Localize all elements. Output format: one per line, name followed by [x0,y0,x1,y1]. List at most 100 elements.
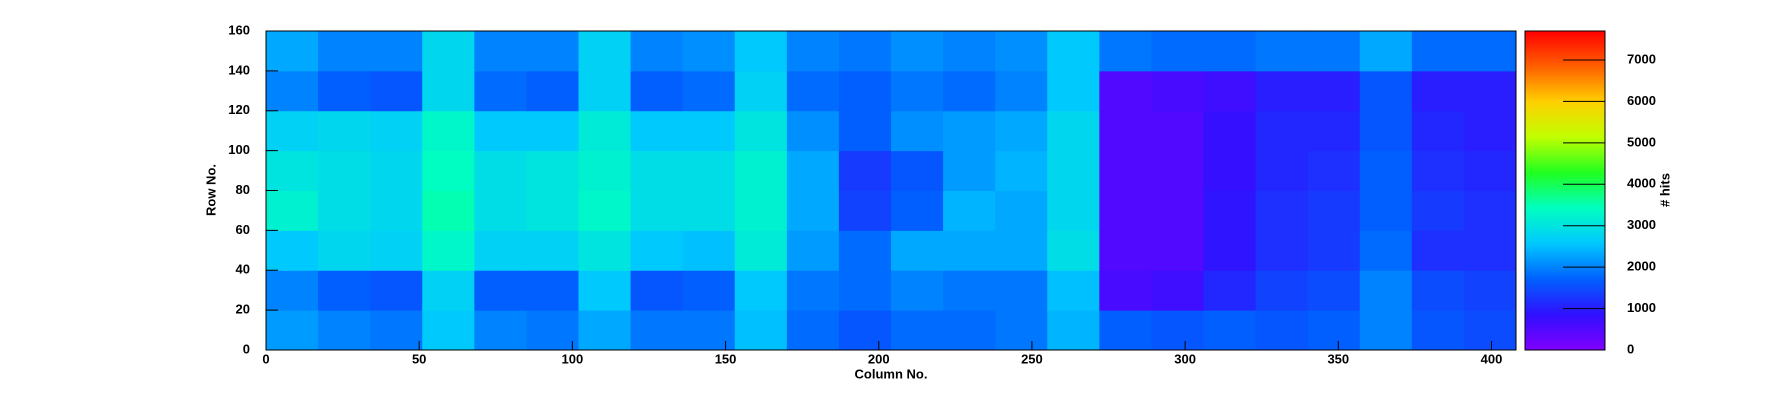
heatmap-cell [422,270,475,311]
heatmap-cell [1099,310,1152,351]
heatmap-cell [995,310,1048,351]
y-tick-label: 40 [236,262,250,277]
heatmap-cell [838,190,892,231]
heatmap-cell [943,310,996,351]
y-tick-label: 120 [228,102,250,117]
y-tick-label: 160 [228,22,250,37]
heatmap-cell [318,150,371,191]
heatmap-cell [370,31,423,72]
heatmap-cell [1255,190,1309,231]
heatmap-cell [1359,190,1413,231]
heatmap-cell [1411,31,1465,72]
heatmap-cell [1047,230,1100,271]
heatmap-cell [1047,70,1100,112]
heatmap-cell [422,190,475,231]
heatmap-cell [474,110,527,152]
heatmap-cell [1099,150,1152,191]
heatmap-cell [943,70,996,112]
heatmap-cell [474,230,527,271]
y-tick-label: 140 [228,62,250,77]
heatmap-cell [1255,150,1309,191]
y-tick-label: 20 [236,302,250,317]
heatmap-cell [1411,230,1465,271]
heatmap-cell [578,190,632,231]
heatmap-cell [1411,310,1465,351]
heatmap-cell [526,270,579,311]
x-tick-label: 350 [1327,351,1349,366]
heatmap-cell [1411,270,1465,311]
heatmap-cell [786,150,840,191]
colorbar-tick-label: 6000 [1627,93,1656,108]
heatmap-cell [1151,31,1204,72]
heatmap-cell [526,310,579,351]
heatmap-cell [1151,230,1204,271]
heatmap-cell [578,150,632,191]
heatmap-cell [891,190,944,231]
heatmap-cell [838,230,892,271]
heatmap-cell [1099,270,1152,311]
heatmap-cell [1463,110,1517,152]
heatmap-cell [734,190,788,231]
heatmap-cell [1151,190,1204,231]
heatmap-cell [995,230,1048,271]
heatmap-cell [370,270,423,311]
x-tick-label: 100 [562,351,584,366]
x-tick-label: 150 [715,351,737,366]
colorbar-tick-label: 0 [1627,341,1634,356]
heatmap-cell [1255,70,1309,112]
heatmap-cell [682,31,736,72]
heatmap-cell [734,230,788,271]
heatmap-cell [1203,270,1257,311]
heatmap-cell [422,230,475,271]
heatmap-cell [682,70,736,112]
heatmap-cell [786,70,840,112]
heatmap-cell [682,310,736,351]
heatmap-cell [1359,70,1413,112]
heatmap-cell [1151,110,1204,152]
heatmap-cell [734,70,788,112]
heatmap-cell [318,310,371,351]
heatmap-cell [734,270,788,311]
heatmap-cell [995,190,1048,231]
heatmap-cell [891,230,944,271]
heatmap-cell [422,110,475,152]
heatmap-cell [578,70,632,112]
y-axis-title: Row No. [203,164,218,216]
heatmap-cell [1047,110,1100,152]
heatmap-cell [1463,190,1517,231]
heatmap-cell [1463,270,1517,311]
y-tick-label: 0 [243,341,250,356]
heatmap-cell [1307,150,1361,191]
heatmap-cell [682,230,736,271]
heatmap-cell [474,150,527,191]
heatmap-cell [1411,70,1465,112]
z-axis-title: # hits [1657,173,1672,207]
heatmap-cell [474,310,527,351]
heatmap-cell [1203,230,1257,271]
heatmap-cell [526,70,579,112]
heatmap-cell [630,270,684,311]
heatmap-cell [838,110,892,152]
heatmap-cell [1151,70,1204,112]
heatmap-cell [318,270,371,311]
heatmap-cell [943,190,996,231]
heatmap-cell [943,31,996,72]
heatmap-cell [1099,110,1152,152]
heatmap-cell [1203,190,1257,231]
colorbar-tick-label: 2000 [1627,259,1656,274]
heatmap-cell [474,70,527,112]
heatmap-cell [370,230,423,271]
heatmap-cell [838,150,892,191]
heatmap-cell [1307,310,1361,351]
heatmap-cell [578,230,632,271]
x-axis-title: Column No. [855,366,928,381]
heatmap-cell [734,110,788,152]
heatmap-cell [370,190,423,231]
heatmap-cell [1463,310,1517,351]
heatmap-cell [943,230,996,271]
colorbar-tick-label: 4000 [1627,176,1656,191]
heatmap-cell [1203,31,1257,72]
heatmap-cell [1255,270,1309,311]
heatmap-cell [422,310,475,351]
